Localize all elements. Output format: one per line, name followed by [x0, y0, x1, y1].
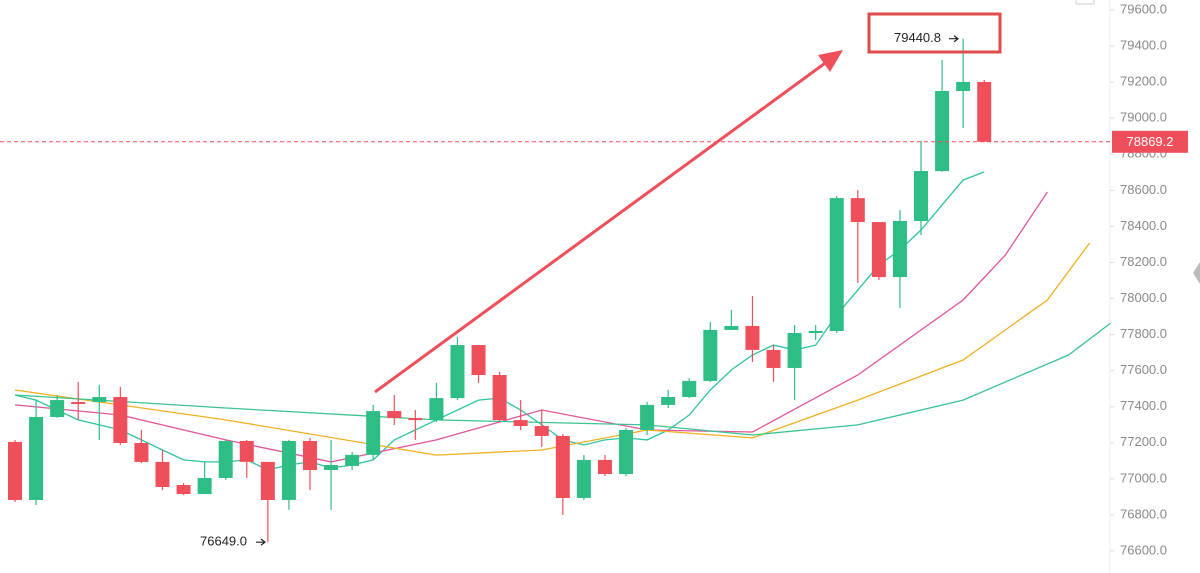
highlight-box: [867, 12, 1002, 54]
y-tick-label: 76600.0: [1120, 542, 1167, 557]
candle-body: [239, 440, 254, 462]
candle-body: [977, 81, 992, 142]
toolbar-button[interactable]: [1075, 0, 1095, 5]
y-tick-label: 79600.0: [1120, 1, 1167, 16]
annotation-arrow: [949, 35, 959, 43]
candle-body: [619, 429, 634, 474]
candle-body: [808, 330, 823, 333]
candle-body: [892, 220, 907, 278]
y-tick-label: 77400.0: [1120, 398, 1167, 413]
y-tick-label: 79200.0: [1120, 74, 1167, 89]
candle-body: [640, 404, 655, 430]
candle-layer: [8, 38, 992, 543]
y-tick-label: 78200.0: [1120, 254, 1167, 269]
candle-body: [471, 345, 486, 375]
y-tick-label: 77600.0: [1120, 362, 1167, 377]
candle-body: [871, 222, 886, 278]
y-tick-label: 76800.0: [1120, 506, 1167, 521]
last-price-label: 78869.2: [1127, 134, 1174, 149]
y-tick-label: 79000.0: [1120, 110, 1167, 125]
high-annotation: 79440.8: [894, 30, 941, 45]
collapse-handle[interactable]: [1193, 262, 1200, 284]
y-tick-label: 77800.0: [1120, 326, 1167, 341]
candle-body: [113, 396, 128, 443]
y-tick-label: 77000.0: [1120, 470, 1167, 485]
candle-body: [429, 398, 444, 421]
moving-average-line: [14, 191, 1048, 463]
candle-body: [134, 442, 149, 462]
candle-body: [50, 400, 65, 418]
last-price-tag: [1112, 130, 1188, 153]
candle-body: [534, 426, 549, 436]
candle-body: [661, 396, 676, 405]
label-layer: 79600.079400.079200.079000.078800.078600…: [0, 1, 1188, 557]
annotation-arrow: [256, 538, 266, 546]
candle-body: [682, 380, 697, 397]
candle-body: [281, 440, 296, 500]
trend-arrowhead: [818, 50, 843, 72]
candle-body: [745, 325, 760, 350]
candle-body: [935, 90, 950, 172]
candle-body: [408, 418, 423, 421]
candle-body: [766, 349, 781, 368]
candle-body: [555, 435, 570, 498]
candle-body: [914, 171, 929, 221]
candle-body: [366, 411, 381, 455]
moving-average-line: [14, 242, 1091, 456]
candle-body: [450, 345, 465, 399]
candle-body: [71, 402, 86, 405]
candle-body: [597, 459, 612, 474]
candle-body: [576, 459, 591, 498]
candle-body: [29, 417, 44, 500]
candle-body: [724, 325, 739, 330]
trend-arrow: [374, 59, 829, 394]
candle-body: [260, 461, 275, 500]
candle-body: [829, 198, 844, 331]
moving-average-line: [14, 322, 1111, 436]
candle-body: [345, 454, 360, 466]
candle-body: [324, 464, 339, 471]
candle-body: [787, 332, 802, 368]
candle-body: [8, 441, 22, 500]
candle-body: [956, 81, 971, 91]
y-tick-label: 78600.0: [1120, 182, 1167, 197]
candle-body: [155, 461, 170, 487]
candle-body: [197, 477, 212, 495]
candle-body: [176, 484, 191, 495]
candle-body: [387, 411, 402, 419]
candle-body: [302, 440, 317, 471]
candle-body: [218, 440, 233, 478]
y-tick-label: 79400.0: [1120, 38, 1167, 53]
candle-body: [850, 198, 865, 223]
candle-body: [92, 396, 107, 403]
candle-body: [492, 374, 507, 421]
candle-body: [703, 329, 718, 381]
y-tick-label: 77200.0: [1120, 434, 1167, 449]
y-tick-label: 78000.0: [1120, 290, 1167, 305]
low-annotation: 76649.0: [200, 534, 247, 549]
candle-body: [513, 420, 528, 427]
y-tick-label: 78400.0: [1120, 218, 1167, 233]
